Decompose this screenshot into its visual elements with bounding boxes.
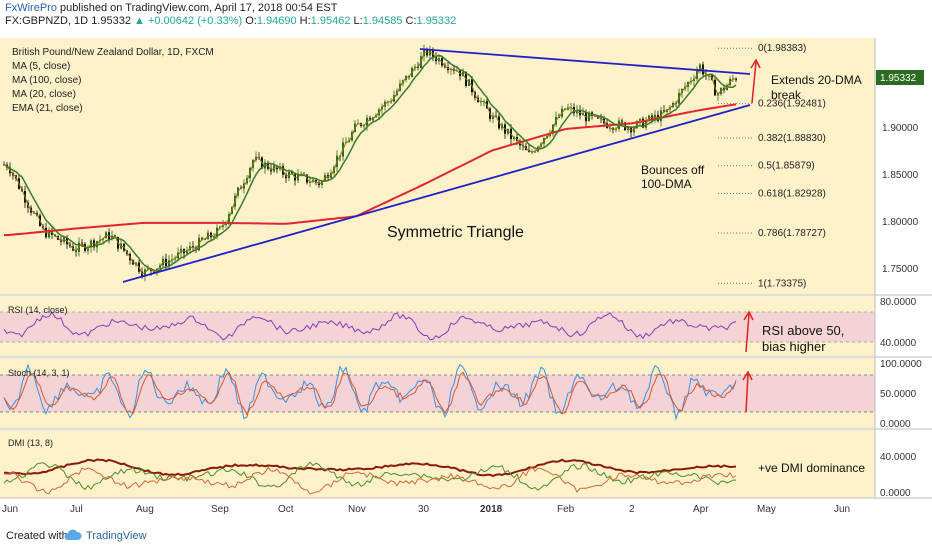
stoch-tick: 100.0000 xyxy=(880,359,922,370)
price-axis[interactable]: 1.95000 1.90000 1.85000 1.80000 1.75000 xyxy=(882,76,919,275)
fib-levels: 0(1.98383) 0.236(1.92481) 0.382(1.88830) 0.… xyxy=(718,43,826,289)
price-axis-tick: 1.85000 xyxy=(882,170,919,181)
arrow-icon xyxy=(742,370,753,413)
time-axis-tick: 2018 xyxy=(480,504,503,515)
annotation-dmi: +ve DMI dominance xyxy=(758,461,865,475)
price-badge xyxy=(876,70,924,85)
dmi-label: DMI (13, 8) xyxy=(8,438,53,448)
price-axis-tick: 1.90000 xyxy=(882,123,919,134)
time-axis-tick: Jun xyxy=(2,504,18,515)
header-line-2: FX:GBPNZD, 1D 1.95332 ▲ +0.00642 (+0.33%… xyxy=(5,15,456,27)
tradingview-logo-icon xyxy=(64,529,82,540)
legend-ema21: EMA (21, close) xyxy=(12,103,83,114)
header-line-1: FxWirePro published on TradingView.com, … xyxy=(5,2,337,14)
price-axis-tick: 1.80000 xyxy=(882,217,919,228)
time-axis-tick: Aug xyxy=(136,504,154,515)
symbol-label: FX:GBPNZD, 1D xyxy=(5,15,89,27)
ohlc-close: 1.95332 xyxy=(416,15,457,27)
ohlc-low: 1.94585 xyxy=(362,15,403,27)
tradingview-link[interactable]: TradingView xyxy=(86,530,147,542)
rsi-tick: 80.0000 xyxy=(880,297,917,308)
rsi-tick: 40.0000 xyxy=(880,338,917,349)
arrow-icon xyxy=(750,58,761,104)
dmi-plus-line xyxy=(3,461,736,491)
time-axis-tick: Jun xyxy=(834,504,850,515)
ohlc-low-label: L: xyxy=(353,15,363,27)
fib-level-label: 0.786(1.78727) xyxy=(758,228,826,239)
ma5-line xyxy=(3,51,737,275)
annotation-dma-break-2: break xyxy=(771,88,802,102)
annotation-rsi-1: RSI above 50, xyxy=(762,323,844,338)
dmi-panel[interactable] xyxy=(0,430,875,498)
header-bar: FxWirePro published on TradingView.com, … xyxy=(0,0,932,28)
last-price: 1.95332 xyxy=(91,15,131,27)
dmi-adx-line xyxy=(3,458,737,477)
time-axis-tick: Oct xyxy=(278,504,294,515)
created-with-label: Created with xyxy=(6,530,68,542)
time-axis-tick: Sep xyxy=(211,504,229,515)
arrow-icon xyxy=(743,310,754,353)
stoch-d-line xyxy=(3,371,737,416)
ohlc-high-label: H: xyxy=(299,15,311,27)
lower-trendline[interactable] xyxy=(122,104,751,283)
price-panel[interactable] xyxy=(0,38,875,294)
footer: Created with TradingView xyxy=(0,520,932,550)
stoch-tick: 50.0000 xyxy=(880,389,917,400)
stoch-tick: 0.0000 xyxy=(880,419,911,430)
chart-canvas[interactable]: 0(1.98383) 0.236(1.92481) 0.382(1.88830) 0.… xyxy=(0,28,932,520)
ma20-line xyxy=(3,54,737,272)
annotation-triangle: Symmetric Triangle xyxy=(387,224,524,241)
ohlc-close-label: C: xyxy=(405,15,417,27)
stoch-band xyxy=(0,375,875,412)
fib-level-label: 0(1.98383) xyxy=(758,43,806,54)
fib-level-label: 0.382(1.88830) xyxy=(758,133,826,144)
fib-level-label: 1(1.73375) xyxy=(758,278,806,289)
time-axis-tick: May xyxy=(757,504,776,515)
fib-level-label: 0.5(1.85879) xyxy=(758,161,815,172)
dmi-tick: 40.0000 xyxy=(880,452,917,463)
time-axis-tick: Apr xyxy=(693,504,709,515)
ohlc-open: 1.94690 xyxy=(256,15,297,27)
ohlc-high: 1.95462 xyxy=(310,15,351,27)
dmi-minus-line xyxy=(3,466,737,495)
time-axis[interactable]: Jun Jul Aug Sep Oct Nov 30 2018 Feb 2 Ap… xyxy=(2,504,850,515)
dmi-tick: 0.0000 xyxy=(880,488,911,499)
time-axis-tick: Jul xyxy=(70,504,83,515)
legend-ma20: MA (20, close) xyxy=(12,89,76,100)
change-value: ▲ +0.00642 (+0.33%) xyxy=(134,15,243,27)
rsi-band xyxy=(0,312,875,342)
legend-instrument: British Pound/New Zealand Dollar, 1D, FX… xyxy=(12,47,214,58)
legend-ma5: MA (5, close) xyxy=(12,61,70,72)
annotation-dma-break-1: Extends 20-DMA xyxy=(771,73,862,87)
published-text: published on TradingView.com, April 17, … xyxy=(60,2,338,14)
ohlc-open-label: O: xyxy=(245,15,257,27)
publisher-name[interactable]: FxWirePro xyxy=(5,2,57,14)
legend-ma100: MA (100, close) xyxy=(12,75,81,86)
upper-trendline[interactable] xyxy=(419,48,751,75)
price-axis-tick: 1.75000 xyxy=(882,264,919,275)
price-badge-text: 1.95332 xyxy=(880,73,917,84)
rsi-line xyxy=(3,311,737,341)
stoch-label: Stoch (14, 3, 1) xyxy=(8,368,70,378)
time-axis-tick: 30 xyxy=(418,504,430,515)
rsi-label: RSI (14, close) xyxy=(8,305,68,315)
time-axis-tick: 2 xyxy=(629,504,635,515)
annotation-bounce-1: Bounces off xyxy=(641,163,705,177)
fib-level-label: 0.618(1.82928) xyxy=(758,188,826,199)
ma100-line xyxy=(4,103,737,237)
time-axis-tick: Nov xyxy=(348,504,366,515)
annotation-bounce-2: 100-DMA xyxy=(641,177,692,191)
time-axis-tick: Feb xyxy=(557,504,575,515)
fib-level-label: 0.236(1.92481) xyxy=(758,99,826,110)
annotation-rsi-2: bias higher xyxy=(762,339,826,354)
